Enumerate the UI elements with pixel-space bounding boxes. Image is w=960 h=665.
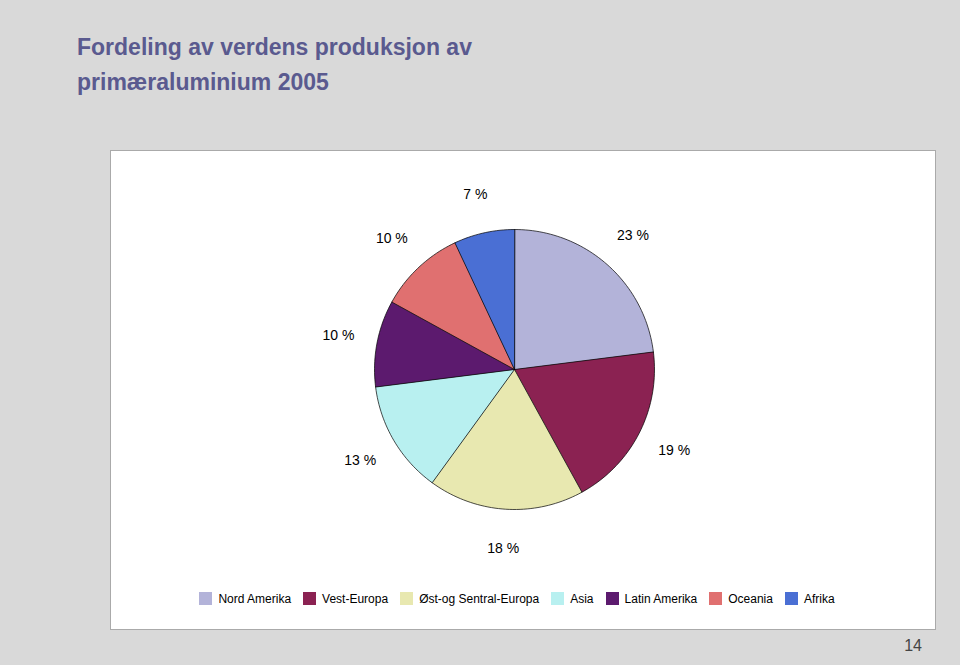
html-text:Øst-og Sentral-Europa: Øst-og Sentral-Europa bbox=[419, 591, 540, 606]
svg-text:7 %: 7 % bbox=[463, 186, 487, 202]
html-text:Asia: Asia bbox=[570, 591, 594, 606]
html-text:14: 14 bbox=[904, 637, 922, 654]
svg-text:10 %: 10 % bbox=[323, 327, 355, 343]
svg-text:18 %: 18 % bbox=[487, 540, 519, 556]
html-text:Latin Amerika: Latin Amerika bbox=[624, 591, 698, 606]
svg-text:10 %: 10 % bbox=[376, 230, 408, 246]
html-text:Vest-Europa: Vest-Europa bbox=[322, 591, 389, 606]
html-text:Afrika: Afrika bbox=[803, 591, 835, 606]
svg-text:19 %: 19 % bbox=[658, 442, 690, 458]
svg-text:23 %: 23 % bbox=[617, 227, 649, 243]
html-text:Oceania: Oceania bbox=[728, 591, 773, 606]
html-text:Nord Amerika: Nord Amerika bbox=[218, 591, 292, 606]
svg-text:13 %: 13 % bbox=[344, 452, 376, 468]
html-text:Fordeling av verdens produksjo: Fordeling av verdens produksjon av primæ… bbox=[77, 34, 472, 95]
